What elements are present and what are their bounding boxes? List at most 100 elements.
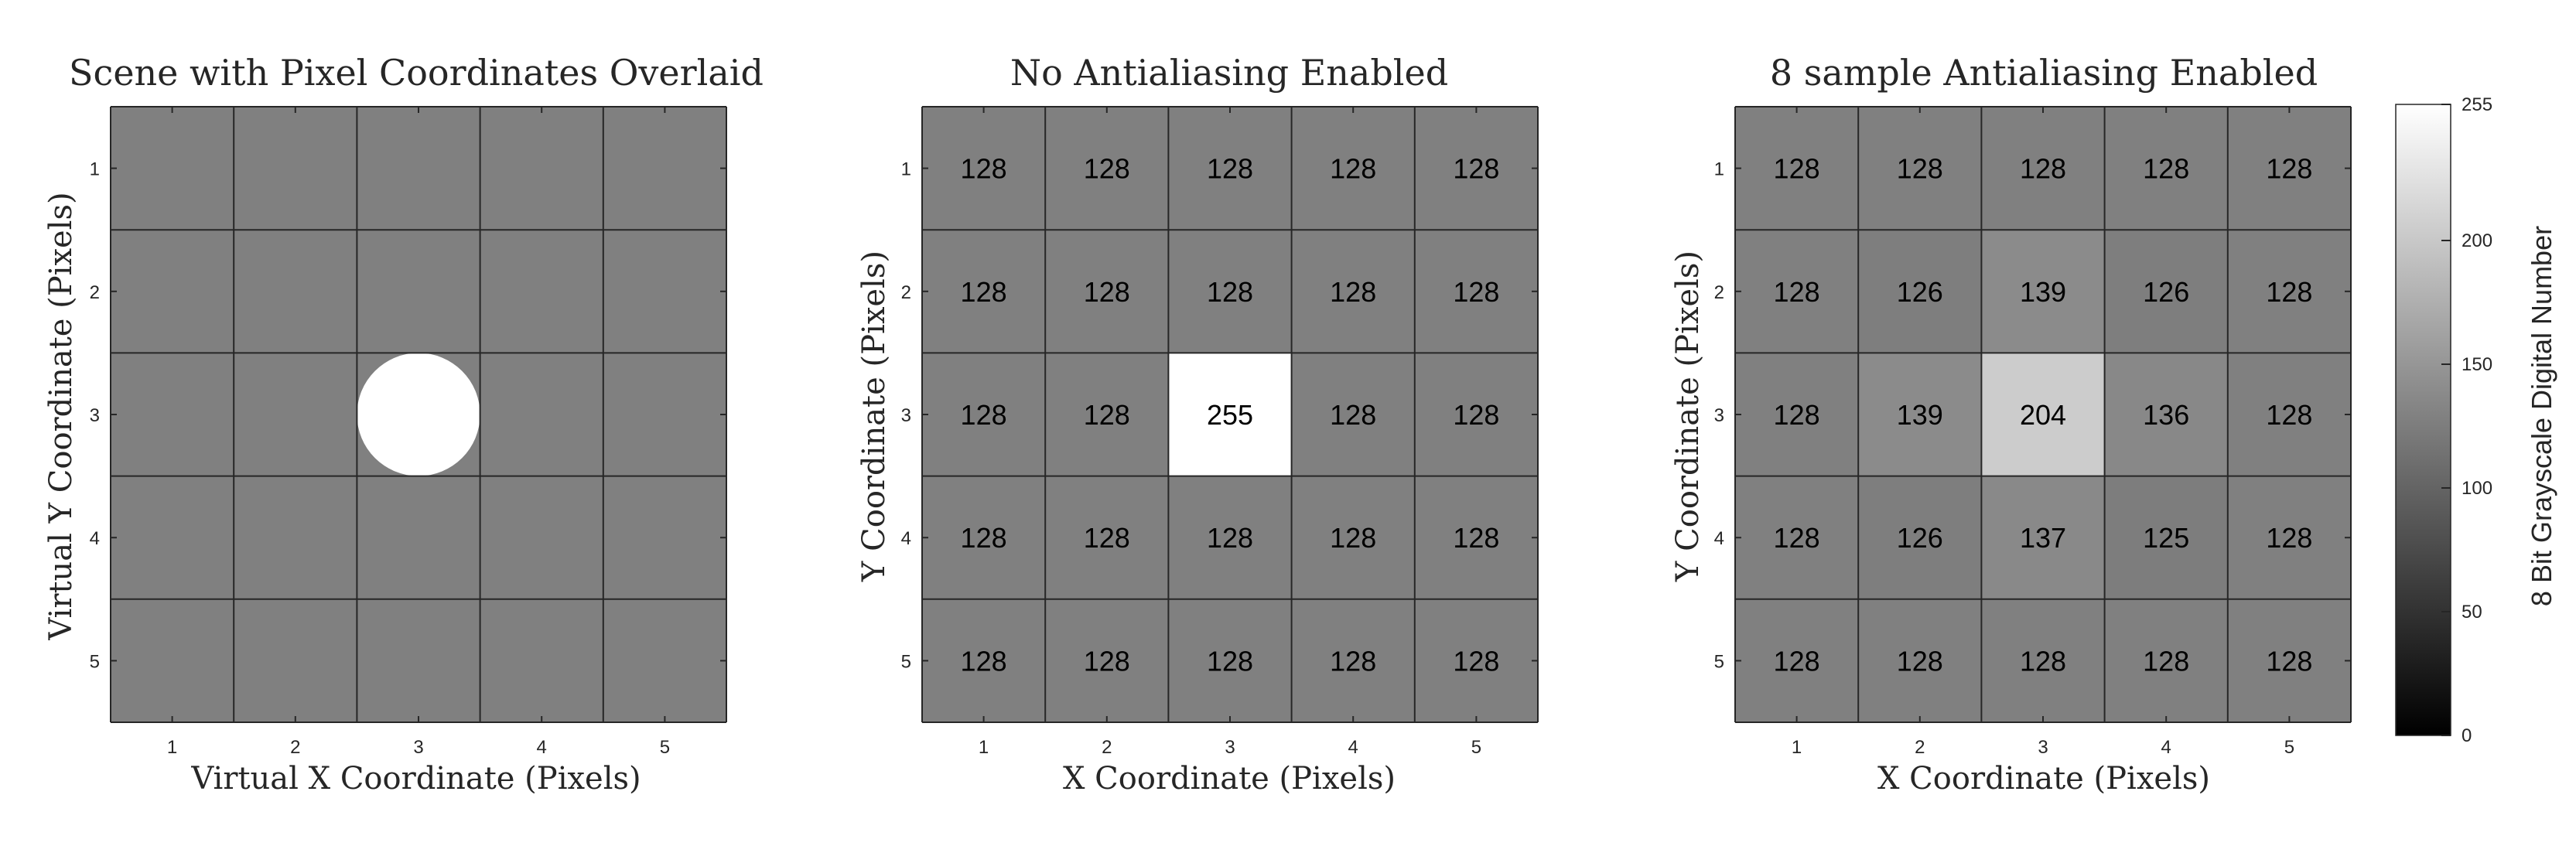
heatmap-cell [1981,599,2105,722]
heatmap-cell [234,599,357,722]
heatmap-cell [1981,107,2105,230]
heatmap-cell [480,476,603,599]
x-tick-label: 1 [1792,737,1802,758]
x-axis-label: Virtual X Coordinate (Pixels) [190,761,641,797]
heatmap-cell [1414,107,1538,230]
y-tick-labels: 1 2 3 4 5 [1714,159,1724,673]
y-tick-labels: 1 2 3 4 5 [90,159,100,673]
cell-value-label: 128 [1207,645,1253,677]
circle-mark [357,353,480,476]
heatmap-cell [1045,476,1169,599]
x-tick-label: 5 [660,737,670,758]
heatmap-cell [2104,599,2228,722]
heatmap-cell [1735,476,1859,599]
colorbar-tick-label: 100 [2462,478,2492,499]
cell-value-label: 128 [1330,522,1376,554]
heatmap-cell [1045,230,1169,353]
heatmap-cell [1858,476,1982,599]
heatmap-cell [1291,599,1415,722]
x-tick-labels: 1 2 3 4 5 [1792,737,2294,758]
cell-value-label: 128 [1453,276,1499,308]
chart-title: 8 sample Antialiasing Enabled [1770,52,2318,94]
cell-value-label: 128 [1774,399,1820,431]
x-tick-label: 4 [1348,737,1358,758]
heatmap-cell [2104,353,2228,476]
heatmap-cell [2227,107,2351,230]
cell-value-label: 128 [1084,399,1130,431]
cell-value-label: 128 [1084,522,1130,554]
colorbar: 0 50 100 150 200 255 8 Bit Grayscale Digital … [2395,94,2557,746]
cell-value-label: 128 [1453,153,1499,185]
heatmap-cell [480,599,603,722]
x-axis-label: X Coordinate (Pixels) [1877,761,2210,797]
cell-value-label: 128 [961,276,1007,308]
heatmap-cell [1414,230,1538,353]
y-tick-label: 1 [1714,159,1724,180]
cell-value-label: 128 [1330,153,1376,185]
heatmap-cell [111,599,234,722]
heatmap-cell [357,599,480,722]
heatmap-cell [922,476,1046,599]
heatmap-cell [1858,353,1982,476]
cell-value-label: 128 [961,645,1007,677]
heatmap-cell [603,230,726,353]
y-tick-label: 4 [1714,528,1724,549]
y-tick-label: 4 [901,528,911,549]
grid-lines [1734,106,2352,723]
cell-value-label: 128 [2266,522,2312,554]
heatmap-cell [234,353,357,476]
heatmap-cell [111,107,234,230]
cell-value-label: 128 [1453,645,1499,677]
cell-value-label: 126 [1897,276,1943,308]
heatmap-cell [922,230,1046,353]
cell-value-label: 128 [2143,153,2189,185]
x-tick-label: 3 [1225,737,1235,758]
heatmap-cell [480,107,603,230]
cell-value-label: 128 [1084,276,1130,308]
heatmap-cell [111,476,234,599]
heatmap-cell [234,107,357,230]
cell-value-label: 128 [1330,399,1376,431]
heatmap-cell [480,353,603,476]
grid-lines [110,106,727,723]
cell-value-label: 126 [2143,276,2189,308]
x-tick-labels: 1 2 3 4 5 [167,737,670,758]
x-tick-label: 2 [1915,737,1925,758]
heatmap-cell [603,107,726,230]
y-axis-label: Y Coordinate (Pixels) [856,251,892,582]
heatmap-cells [1735,107,2351,722]
cell-value-label: 128 [1774,522,1820,554]
cell-value-label: 255 [1207,399,1253,431]
heatmap-cell [1735,230,1859,353]
heatmap-cell [603,599,726,722]
x-tick-label: 2 [1102,737,1112,758]
heatmap-cell [603,353,726,476]
heatmap-cell [922,353,1046,476]
cell-value-label: 128 [1897,153,1943,185]
y-tick-label: 4 [90,528,100,549]
panel-8-sample-antialiasing: 8 sample Antialiasing Enabled 128 128 128 1… [1670,52,2352,797]
y-tick-label: 2 [901,282,911,303]
heatmap-cell [1045,353,1169,476]
heatmap-cell [922,599,1046,722]
heatmap-cell [111,230,234,353]
heatmap-cell [1414,353,1538,476]
heatmap-cell [2104,476,2228,599]
x-tick-label: 5 [1471,737,1481,758]
heatmap-cell [357,107,480,230]
chart-title: Scene with Pixel Coordinates Overlaid [69,52,764,94]
cell-value-label: 128 [1084,153,1130,185]
x-tick-label: 1 [979,737,989,758]
y-tick-label: 3 [90,405,100,426]
x-tick-label: 3 [2038,737,2048,758]
cell-value-label: 128 [1774,645,1820,677]
y-tick-label: 5 [1714,651,1724,672]
heatmap-cell [1981,476,2105,599]
cell-value-label: 128 [1084,645,1130,677]
x-tick-label: 4 [2161,737,2171,758]
heatmap-cell [1168,230,1292,353]
cell-value-label: 128 [2143,645,2189,677]
heatmap-cell [1981,230,2105,353]
heatmap-cells [922,107,1538,722]
